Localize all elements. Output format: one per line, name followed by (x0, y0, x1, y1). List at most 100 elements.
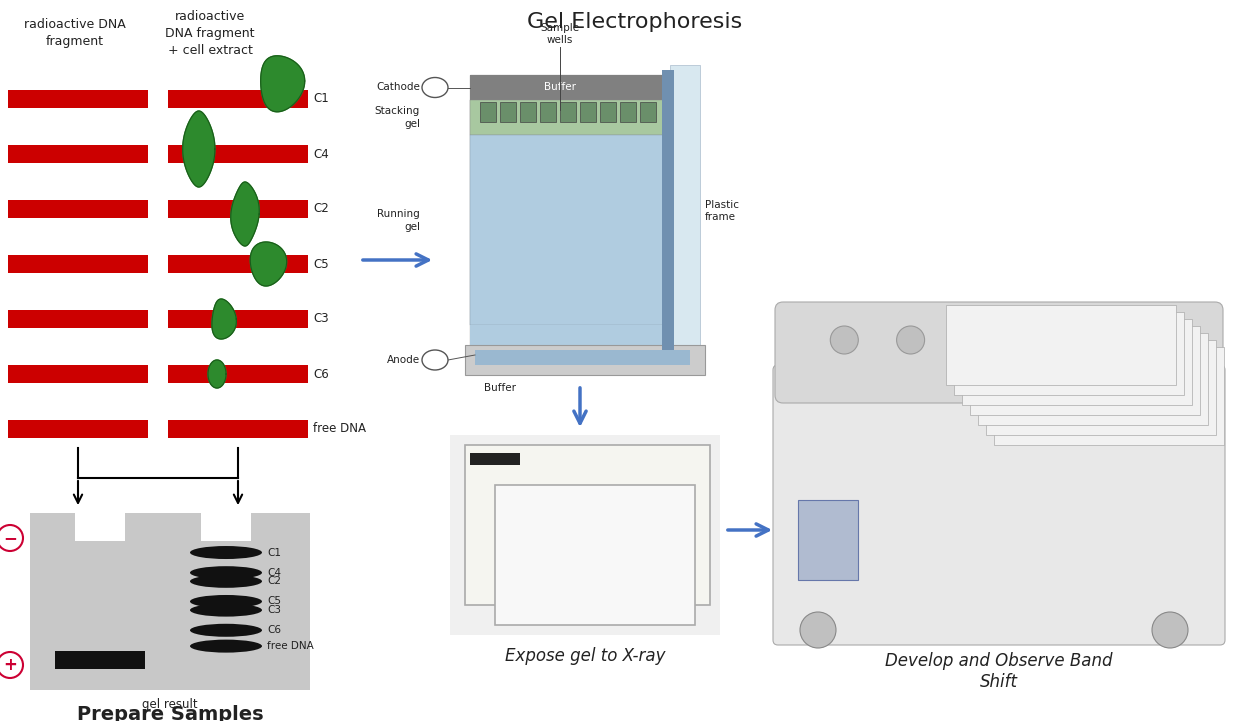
Polygon shape (250, 242, 286, 286)
Text: +: + (430, 353, 441, 366)
Text: Plastic
frame: Plastic frame (705, 200, 740, 222)
Bar (7, 365, 148, 383)
Bar (540, 102, 557, 122)
Bar (7, 255, 148, 273)
Ellipse shape (190, 603, 261, 616)
Bar (520, 102, 537, 122)
Polygon shape (230, 182, 259, 246)
Bar (7, 420, 148, 438)
Bar (168, 90, 308, 108)
Bar (560, 102, 576, 122)
Polygon shape (208, 360, 227, 388)
Bar (7, 145, 148, 163)
Bar (168, 145, 308, 163)
Text: radioactive DNA
fragment: radioactive DNA fragment (24, 18, 126, 48)
Text: free DNA: free DNA (312, 423, 366, 435)
FancyBboxPatch shape (970, 326, 1200, 415)
Bar (168, 255, 308, 273)
Text: Anode: Anode (387, 355, 420, 365)
Bar (449, 435, 720, 635)
Bar (476, 350, 690, 365)
Text: C4: C4 (266, 567, 281, 578)
Bar (496, 485, 695, 625)
Text: −: − (430, 81, 441, 94)
Circle shape (801, 612, 835, 648)
Ellipse shape (55, 651, 144, 669)
Polygon shape (212, 299, 237, 339)
Text: C6: C6 (266, 625, 281, 635)
Text: C5: C5 (266, 596, 281, 606)
Bar (168, 420, 308, 438)
Polygon shape (260, 56, 305, 112)
Circle shape (962, 326, 991, 354)
Bar (464, 445, 710, 605)
Bar (481, 102, 496, 122)
Text: Cathode: Cathode (376, 82, 420, 92)
Text: Gel Electrophoresis: Gel Electrophoresis (528, 12, 742, 32)
Ellipse shape (422, 350, 448, 370)
Text: +: + (2, 656, 17, 674)
FancyBboxPatch shape (946, 305, 1175, 385)
Bar (670, 65, 700, 360)
Polygon shape (183, 111, 215, 187)
Bar (500, 102, 515, 122)
Bar (464, 345, 705, 375)
Ellipse shape (190, 566, 261, 579)
Bar (7, 90, 148, 108)
FancyBboxPatch shape (774, 302, 1223, 403)
Bar (75, 513, 125, 541)
Text: Buffer: Buffer (484, 383, 515, 393)
Bar (55, 651, 144, 669)
Circle shape (1152, 612, 1188, 648)
FancyBboxPatch shape (994, 347, 1224, 445)
Bar (640, 102, 656, 122)
Text: gel result: gel result (142, 698, 198, 711)
Text: C6: C6 (312, 368, 329, 381)
Ellipse shape (190, 575, 261, 588)
Text: Sample
wells: Sample wells (540, 22, 580, 45)
Text: radioactive
DNA fragment
+ cell extract: radioactive DNA fragment + cell extract (166, 10, 255, 57)
Text: Stacking
gel: Stacking gel (375, 106, 420, 129)
Text: free DNA: free DNA (266, 641, 314, 651)
Text: C2: C2 (312, 203, 329, 216)
Bar (7, 200, 148, 218)
Bar (471, 100, 670, 135)
Text: Buffer: Buffer (544, 82, 576, 92)
Circle shape (830, 326, 858, 354)
Circle shape (896, 326, 925, 354)
Text: C5: C5 (312, 257, 329, 270)
Text: Develop and Observe Band
Shift: Develop and Observe Band Shift (885, 652, 1113, 691)
Bar (471, 135, 670, 325)
FancyBboxPatch shape (962, 319, 1191, 405)
Bar (600, 102, 616, 122)
Ellipse shape (190, 640, 261, 653)
Bar (471, 325, 670, 350)
FancyBboxPatch shape (954, 312, 1184, 395)
Text: C4: C4 (312, 148, 329, 161)
Bar (471, 75, 670, 350)
Text: Expose gel to X-ray: Expose gel to X-ray (504, 647, 665, 665)
Text: −: − (2, 529, 17, 547)
FancyBboxPatch shape (773, 365, 1225, 645)
Bar (471, 453, 520, 465)
Bar (471, 75, 670, 100)
Ellipse shape (422, 77, 448, 97)
Bar (200, 513, 251, 541)
Bar (168, 365, 308, 383)
Text: C2: C2 (266, 576, 281, 586)
FancyBboxPatch shape (979, 333, 1208, 425)
Bar (7, 310, 148, 328)
Bar (168, 200, 308, 218)
Ellipse shape (190, 546, 261, 559)
Bar (662, 70, 674, 355)
FancyBboxPatch shape (986, 340, 1216, 435)
Bar (168, 310, 308, 328)
Bar (580, 102, 596, 122)
Ellipse shape (190, 595, 261, 608)
Circle shape (1030, 326, 1057, 354)
Text: C1: C1 (266, 547, 281, 557)
Text: C1: C1 (312, 92, 329, 105)
Ellipse shape (190, 624, 261, 637)
Bar (620, 102, 636, 122)
Text: C3: C3 (312, 312, 329, 325)
